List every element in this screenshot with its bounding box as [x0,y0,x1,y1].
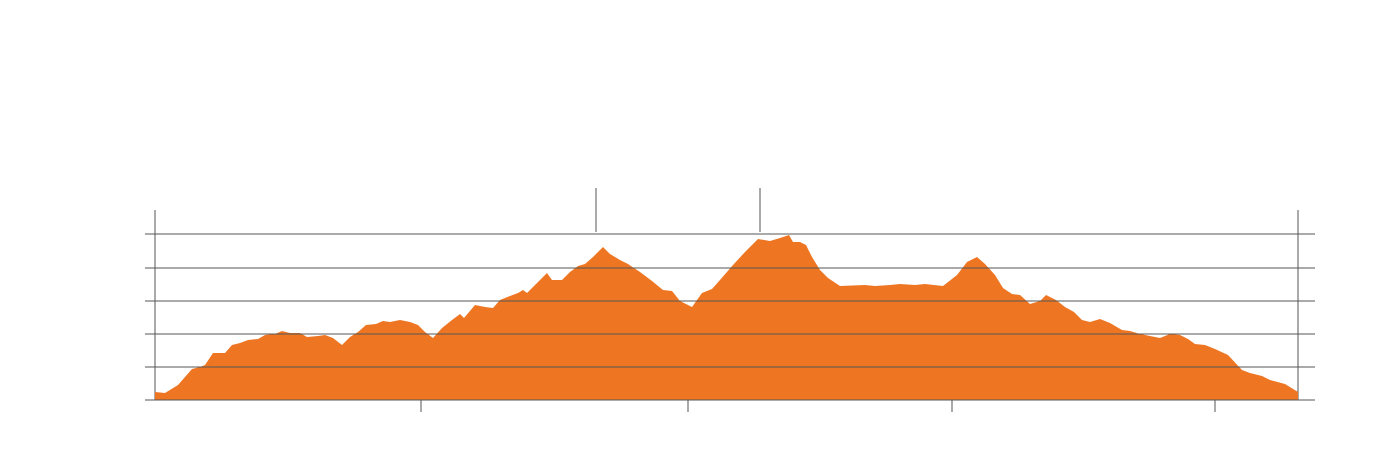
area [155,235,1298,400]
